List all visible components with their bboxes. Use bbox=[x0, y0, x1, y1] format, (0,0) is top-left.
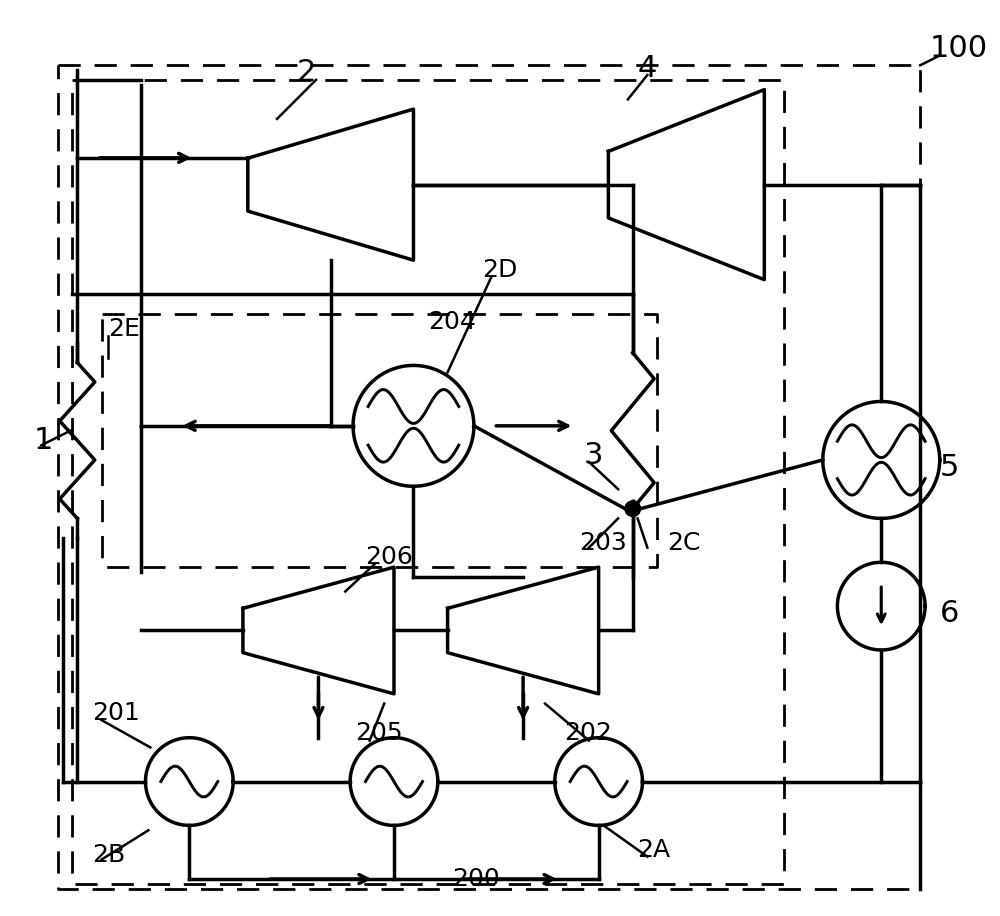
Circle shape bbox=[625, 501, 641, 517]
Text: 203: 203 bbox=[579, 530, 627, 555]
Text: 2D: 2D bbox=[482, 258, 517, 282]
Text: 6: 6 bbox=[940, 599, 959, 628]
Text: 200: 200 bbox=[452, 867, 500, 891]
Text: 201: 201 bbox=[92, 702, 140, 725]
Text: 204: 204 bbox=[428, 310, 476, 333]
Text: 2A: 2A bbox=[638, 838, 671, 862]
Text: 206: 206 bbox=[365, 545, 413, 570]
Text: 2E: 2E bbox=[108, 317, 140, 342]
Text: 2: 2 bbox=[297, 58, 316, 87]
Text: 2C: 2C bbox=[667, 530, 700, 555]
Text: 5: 5 bbox=[940, 453, 959, 482]
Text: 3: 3 bbox=[584, 441, 604, 470]
Text: 202: 202 bbox=[565, 721, 612, 745]
Text: 1: 1 bbox=[33, 426, 53, 455]
Text: 2B: 2B bbox=[92, 843, 125, 867]
Text: 4: 4 bbox=[638, 54, 657, 82]
Text: 205: 205 bbox=[355, 721, 403, 745]
Text: 100: 100 bbox=[930, 34, 988, 63]
